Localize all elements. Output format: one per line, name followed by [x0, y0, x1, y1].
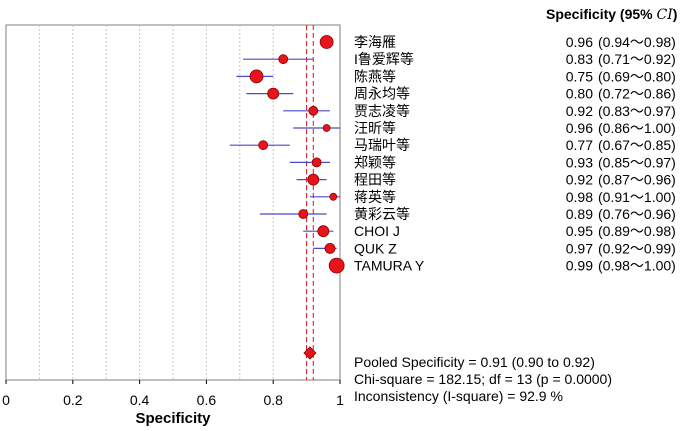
point-estimate-marker: [324, 242, 336, 254]
study-row: 程田等 0.92 (0.87～0.96): [296, 172, 676, 188]
study-estimate: 0.75: [566, 68, 593, 84]
x-axis-ticks: 0 0.2 0.4 0.6 0.8 1: [2, 380, 344, 408]
study-row: 蒋英等 0.98 (0.91～1.00): [309, 189, 676, 205]
study-name: I鲁爱辉等: [354, 51, 414, 67]
x-tick-label: 0.4: [130, 392, 150, 408]
column-header-close: ): [673, 6, 678, 22]
study-name: 汪昕等: [354, 120, 396, 136]
point-estimate-marker: [307, 173, 320, 186]
study-ci: (0.86～1.00): [598, 120, 676, 136]
study-name: CHOI J: [354, 223, 400, 239]
study-estimate: 0.97: [566, 240, 593, 256]
study-ci: (0.92～0.99): [598, 240, 676, 256]
study-estimate: 0.89: [566, 206, 593, 222]
x-tick-label: 0.6: [197, 392, 217, 408]
x-tick-label: 1: [336, 392, 344, 408]
summary-line: Chi-square = 182.15; df = 13 (p = 0.0000…: [354, 371, 612, 387]
study-estimate: 0.83: [566, 51, 593, 67]
x-tick-label: 0.2: [63, 392, 83, 408]
study-name: 马瑞叶等: [354, 137, 410, 153]
reference-lines: [306, 25, 314, 380]
study-estimate: 0.93: [566, 154, 593, 170]
x-axis-label: Specificity: [135, 410, 211, 427]
study-name: QUK Z: [354, 240, 397, 256]
summary-line: Pooled Specificity = 0.91 (0.90 to 0.92): [354, 354, 595, 370]
study-ci: (0.69～0.80): [598, 68, 676, 84]
study-estimate: 0.98: [566, 189, 593, 205]
point-estimate-marker: [322, 124, 331, 132]
study-row: QUK Z 0.97 (0.92～0.99): [313, 240, 676, 256]
study-row: 马瑞叶等 0.77 (0.67～0.85): [229, 137, 676, 153]
study-name: 郑颖等: [354, 154, 396, 170]
pooled-estimate: [303, 346, 317, 360]
study-row: 周永均等 0.80 (0.72～0.86): [246, 86, 676, 102]
study-name: TAMURA Y: [354, 258, 425, 274]
study-ci: (0.91～1.00): [598, 189, 676, 205]
study-row: 陈燕等 0.75 (0.69～0.80): [236, 68, 676, 84]
study-row: 黄彩云等 0.89 (0.76～0.96): [259, 206, 676, 222]
study-ci: (0.94～0.98): [598, 34, 676, 50]
study-ci: (0.85～0.97): [598, 154, 676, 170]
study-estimate: 0.77: [566, 137, 593, 153]
summary-statistics: Pooled Specificity = 0.91 (0.90 to 0.92)…: [354, 354, 612, 404]
study-estimate: 0.96: [566, 34, 593, 50]
x-tick-label: 0.8: [263, 392, 283, 408]
point-estimate-marker: [329, 192, 338, 201]
study-ci: (0.83～0.97): [598, 103, 676, 119]
point-estimate-marker: [311, 157, 322, 168]
point-estimate-marker: [267, 87, 280, 100]
study-rows: 李海雁 0.96 (0.94～0.98)I鲁爱辉等 0.83 (0.71～0.92)陈燕…: [229, 34, 676, 274]
study-row: 汪昕等 0.96 (0.86～1.00): [293, 120, 676, 136]
point-estimate-marker: [298, 209, 309, 219]
study-ci: (0.71～0.92): [598, 51, 676, 67]
summary-line: Inconsistency (I-square) = 92.9 %: [354, 388, 563, 404]
study-ci: (0.72～0.86): [598, 86, 676, 102]
point-estimate-marker: [308, 105, 319, 116]
study-row: 李海雁 0.96 (0.94～0.98): [319, 34, 676, 50]
study-ci: (0.87～0.96): [598, 172, 676, 188]
point-estimate-marker: [328, 257, 345, 274]
study-name: 周永均等: [354, 86, 410, 102]
study-row: 郑颖等 0.93 (0.85～0.97): [289, 154, 676, 170]
study-name: 陈燕等: [354, 68, 396, 84]
column-header-text: Specificity (95%: [546, 6, 657, 22]
study-ci: (0.76～0.96): [598, 206, 676, 222]
study-name: 黄彩云等: [354, 206, 410, 222]
study-estimate: 0.80: [566, 86, 593, 102]
column-header-ci: CI: [657, 7, 674, 23]
study-ci: (0.67～0.85): [598, 137, 676, 153]
column-header: Specificity (95% CI): [546, 6, 677, 23]
study-row: CHOI J 0.95 (0.89～0.98): [303, 223, 676, 239]
study-ci: (0.89～0.98): [598, 223, 676, 239]
point-estimate-marker: [278, 54, 289, 65]
point-estimate-marker: [249, 69, 264, 84]
study-row: 贾志凌等 0.92 (0.83～0.97): [283, 103, 676, 119]
study-estimate: 0.95: [566, 223, 593, 239]
study-row: I鲁爱辉等 0.83 (0.71～0.92): [243, 51, 676, 67]
point-estimate-marker: [319, 35, 334, 49]
point-estimate-marker: [258, 140, 269, 151]
pooled-diamond: [303, 346, 317, 360]
study-name: 李海雁: [354, 34, 396, 50]
study-row: TAMURA Y 0.99 (0.98～1.00): [328, 257, 676, 274]
x-tick-label: 0: [2, 392, 10, 408]
study-name: 程田等: [354, 172, 396, 188]
study-estimate: 0.99: [566, 258, 593, 274]
study-ci: (0.98～1.00): [598, 258, 676, 274]
study-estimate: 0.96: [566, 120, 593, 136]
study-name: 贾志凌等: [354, 103, 410, 119]
study-estimate: 0.92: [566, 103, 593, 119]
study-estimate: 0.92: [566, 172, 593, 188]
point-estimate-marker: [317, 225, 330, 238]
study-name: 蒋英等: [354, 189, 396, 205]
